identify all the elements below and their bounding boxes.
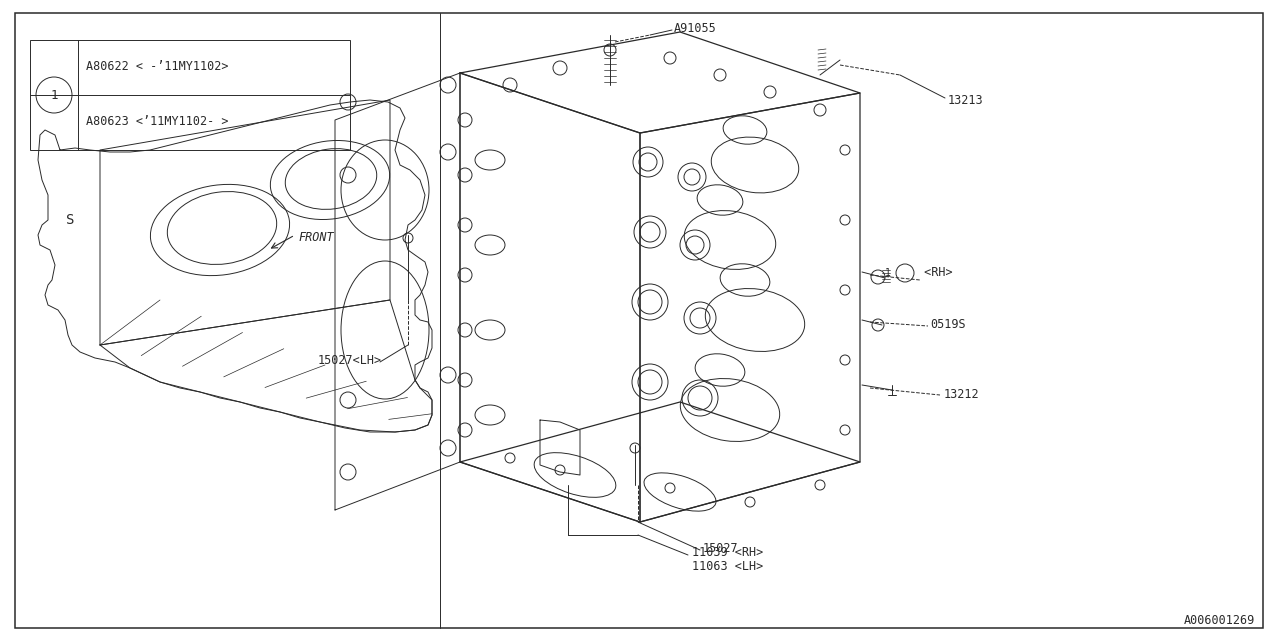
Text: 1: 1	[50, 88, 58, 102]
Text: 11039 <RH>: 11039 <RH>	[692, 545, 763, 559]
Text: A80623 <’11MY1102- >: A80623 <’11MY1102- >	[86, 115, 229, 128]
Text: A006001269: A006001269	[1184, 614, 1254, 627]
Text: <RH>: <RH>	[916, 266, 952, 278]
Text: S: S	[65, 213, 74, 227]
Text: 15027<LH>: 15027<LH>	[317, 353, 383, 367]
Text: FRONT: FRONT	[298, 230, 334, 243]
Text: 1: 1	[884, 268, 891, 278]
Text: 11063 <LH>: 11063 <LH>	[692, 561, 763, 573]
Text: A80622 < -’11MY1102>: A80622 < -’11MY1102>	[86, 60, 229, 73]
Text: 0519S: 0519S	[931, 317, 965, 330]
Text: 13212: 13212	[945, 388, 979, 401]
Text: 13213: 13213	[948, 93, 983, 106]
Text: A91055: A91055	[675, 22, 717, 35]
Bar	[29, 40, 349, 150]
Text: 15027: 15027	[703, 541, 739, 554]
